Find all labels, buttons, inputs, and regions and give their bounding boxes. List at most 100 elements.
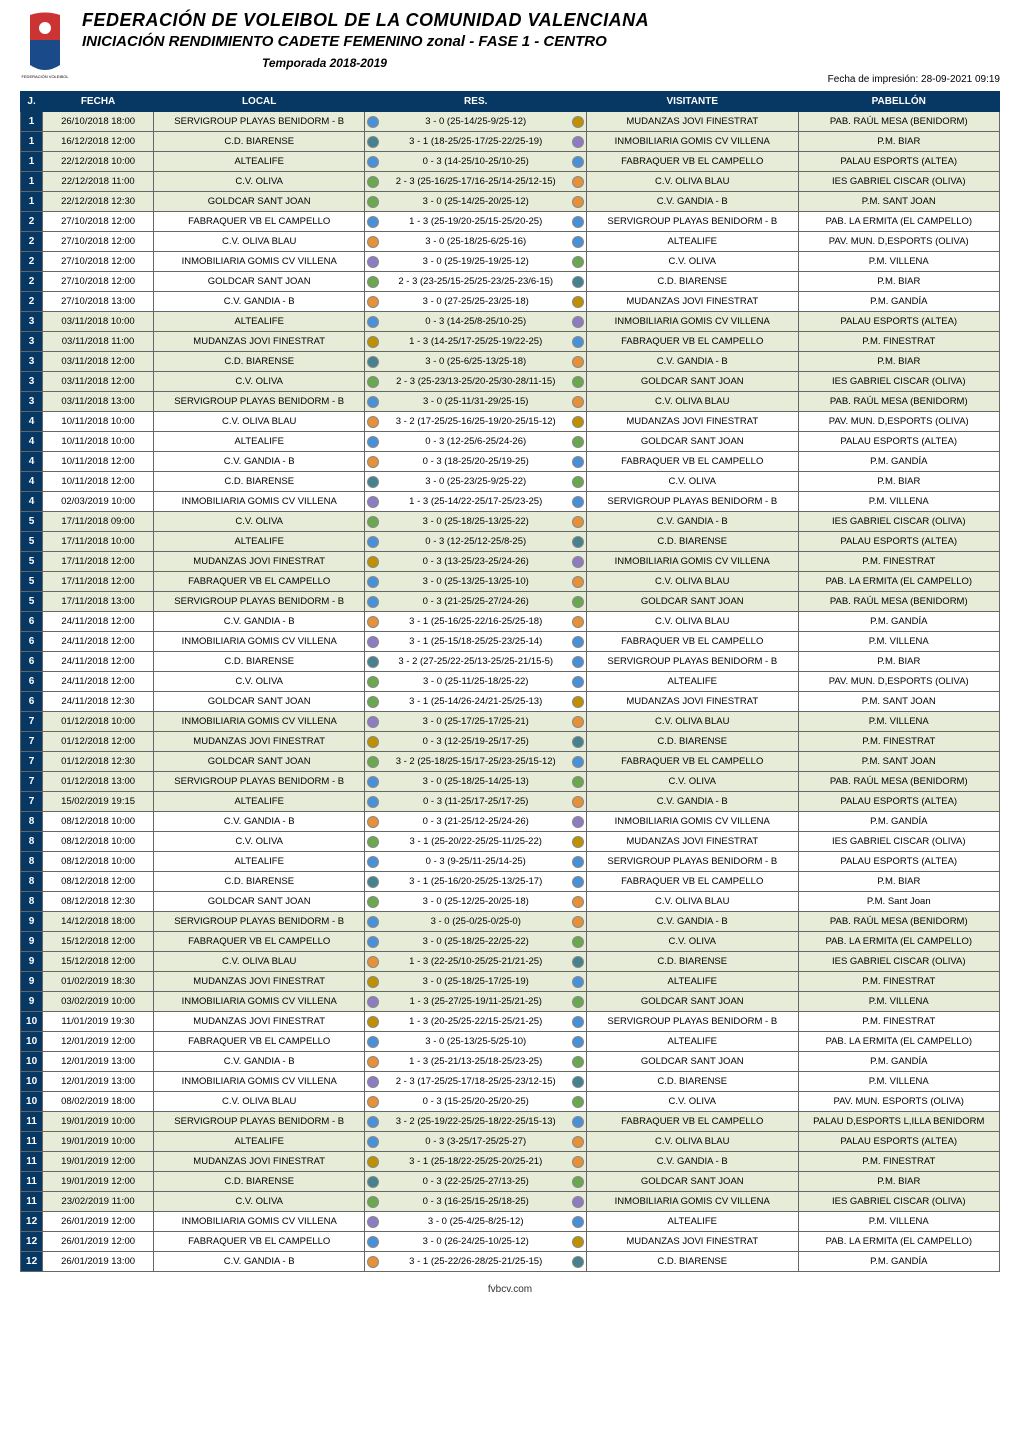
cell-fecha: 10/11/2018 12:00 — [43, 452, 154, 472]
cell-local: ALTEALIFE — [153, 432, 365, 452]
cell-fecha: 24/11/2018 12:30 — [43, 692, 154, 712]
cell-result: 3 - 0 (25-18/25-13/25-22) — [365, 512, 587, 532]
team-badge-icon — [572, 396, 584, 408]
cell-j: 8 — [21, 892, 43, 912]
team-badge-icon — [572, 916, 584, 928]
cell-fecha: 03/02/2019 10:00 — [43, 992, 154, 1012]
table-row: 903/02/2019 10:00INMOBILIARIA GOMIS CV V… — [21, 992, 1000, 1012]
cell-visitante: FABRAQUER VB EL CAMPELLO — [587, 332, 799, 352]
cell-pabellon: PAB. LA ERMITA (EL CAMPELLO) — [798, 212, 999, 232]
cell-result: 0 - 3 (12-25/6-25/24-26) — [365, 432, 587, 452]
team-badge-icon — [367, 556, 379, 568]
cell-local: C.V. OLIVA BLAU — [153, 412, 365, 432]
cell-result: 1 - 3 (25-27/25-19/11-25/21-25) — [365, 992, 587, 1012]
cell-visitante: C.D. BIARENSE — [587, 1072, 799, 1092]
table-row: 122/12/2018 12:30GOLDCAR SANT JOAN3 - 0 … — [21, 192, 1000, 212]
col-header-visitante: VISITANTE — [587, 92, 799, 112]
document-header: FEDERACIÓN VOLEIBOL FEDERACIÓN DE VOLEIB… — [20, 10, 1000, 80]
result-text: 3 - 0 (25-13/25-13/25-10) — [423, 576, 529, 587]
team-badge-icon — [367, 176, 379, 188]
cell-fecha: 27/10/2018 12:00 — [43, 212, 154, 232]
cell-local: C.D. BIARENSE — [153, 1172, 365, 1192]
cell-visitante: C.V. OLIVA — [587, 1092, 799, 1112]
result-text: 3 - 1 (18-25/25-17/25-22/25-19) — [409, 136, 542, 147]
cell-result: 3 - 0 (25-13/25-13/25-10) — [365, 572, 587, 592]
cell-local: GOLDCAR SANT JOAN — [153, 192, 365, 212]
cell-local: FABRAQUER VB EL CAMPELLO — [153, 932, 365, 952]
result-text: 3 - 0 (25-18/25-17/25-19) — [423, 976, 529, 987]
cell-fecha: 19/01/2019 12:00 — [43, 1172, 154, 1192]
result-text: 3 - 0 (25-14/25-9/25-12) — [425, 116, 526, 127]
cell-j: 4 — [21, 472, 43, 492]
table-row: 517/11/2018 10:00ALTEALIFE0 - 3 (12-25/1… — [21, 532, 1000, 552]
cell-result: 3 - 0 (25-13/25-5/25-10) — [365, 1032, 587, 1052]
cell-j: 9 — [21, 952, 43, 972]
cell-fecha: 03/11/2018 12:00 — [43, 372, 154, 392]
team-badge-icon — [367, 996, 379, 1008]
cell-fecha: 02/03/2019 10:00 — [43, 492, 154, 512]
cell-visitante: FABRAQUER VB EL CAMPELLO — [587, 1112, 799, 1132]
cell-j: 3 — [21, 392, 43, 412]
table-row: 1012/01/2019 13:00C.V. GANDIA - B1 - 3 (… — [21, 1052, 1000, 1072]
table-row: 410/11/2018 12:00C.V. GANDIA - B0 - 3 (1… — [21, 452, 1000, 472]
cell-pabellon: P.M. VILLENA — [798, 712, 999, 732]
cell-local: C.V. OLIVA BLAU — [153, 952, 365, 972]
team-badge-icon — [572, 1256, 584, 1268]
cell-result: 0 - 3 (15-25/20-25/20-25) — [365, 1092, 587, 1112]
table-row: 808/12/2018 10:00C.V. GANDIA - B0 - 3 (2… — [21, 812, 1000, 832]
result-text: 3 - 0 (25-11/31-29/25-15) — [423, 396, 528, 407]
result-text: 3 - 1 (25-16/20-25/25-13/25-17) — [409, 876, 542, 887]
cell-result: 0 - 3 (14-25/8-25/10-25) — [365, 312, 587, 332]
team-badge-icon — [572, 736, 584, 748]
team-badge-icon — [367, 376, 379, 388]
cell-pabellon: P.M. VILLENA — [798, 1212, 999, 1232]
cell-result: 3 - 0 (25-18/25-14/25-13) — [365, 772, 587, 792]
table-row: 517/11/2018 09:00C.V. OLIVA3 - 0 (25-18/… — [21, 512, 1000, 532]
table-row: 517/11/2018 12:00MUDANZAS JOVI FINESTRAT… — [21, 552, 1000, 572]
table-row: 126/10/2018 18:00SERVIGROUP PLAYAS BENID… — [21, 112, 1000, 132]
team-badge-icon — [572, 1096, 584, 1108]
team-badge-icon — [367, 816, 379, 828]
cell-j: 7 — [21, 792, 43, 812]
team-badge-icon — [367, 496, 379, 508]
result-text: 3 - 0 (25-0/25-0/25-0) — [431, 916, 521, 927]
title-season: Temporada 2018-2019 — [262, 56, 1000, 70]
cell-visitante: C.V. OLIVA BLAU — [587, 172, 799, 192]
cell-result: 3 - 1 (25-18/22-25/25-20/25-21) — [365, 1152, 587, 1172]
cell-pabellon: PAB. LA ERMITA (EL CAMPELLO) — [798, 572, 999, 592]
cell-fecha: 08/12/2018 12:00 — [43, 872, 154, 892]
title-block: FEDERACIÓN DE VOLEIBOL DE LA COMUNIDAD V… — [82, 10, 1000, 70]
cell-local: INMOBILIARIA GOMIS CV VILLENA — [153, 252, 365, 272]
team-badge-icon — [572, 1016, 584, 1028]
table-row: 517/11/2018 12:00FABRAQUER VB EL CAMPELL… — [21, 572, 1000, 592]
result-text: 2 - 3 (25-16/25-17/16-25/14-25/12-15) — [396, 176, 556, 187]
cell-local: C.V. GANDIA - B — [153, 292, 365, 312]
cell-pabellon: P.M. VILLENA — [798, 1072, 999, 1092]
cell-j: 12 — [21, 1252, 43, 1272]
team-badge-icon — [572, 1176, 584, 1188]
svg-text:FEDERACIÓN VOLEIBOL: FEDERACIÓN VOLEIBOL — [21, 74, 69, 79]
team-badge-icon — [367, 116, 379, 128]
table-row: 808/12/2018 12:00C.D. BIARENSE3 - 1 (25-… — [21, 872, 1000, 892]
cell-pabellon: P.M. GANDÍA — [798, 292, 999, 312]
cell-local: ALTEALIFE — [153, 532, 365, 552]
cell-result: 0 - 3 (22-25/25-27/13-25) — [365, 1172, 587, 1192]
cell-pabellon: P.M. BIAR — [798, 652, 999, 672]
cell-pabellon: P.M. FINESTRAT — [798, 552, 999, 572]
result-text: 0 - 3 (21-25/25-27/24-26) — [423, 596, 529, 607]
cell-local: C.D. BIARENSE — [153, 652, 365, 672]
table-row: 1119/01/2019 12:00C.D. BIARENSE0 - 3 (22… — [21, 1172, 1000, 1192]
cell-local: FABRAQUER VB EL CAMPELLO — [153, 572, 365, 592]
cell-local: MUDANZAS JOVI FINESTRAT — [153, 1012, 365, 1032]
cell-pabellon: P.M. VILLENA — [798, 492, 999, 512]
cell-local: C.D. BIARENSE — [153, 132, 365, 152]
cell-j: 8 — [21, 832, 43, 852]
cell-pabellon: PALAU ESPORTS (ALTEA) — [798, 852, 999, 872]
cell-result: 3 - 1 (25-14/26-24/21-25/25-13) — [365, 692, 587, 712]
cell-result: 3 - 2 (17-25/25-16/25-19/20-25/15-12) — [365, 412, 587, 432]
team-badge-icon — [572, 876, 584, 888]
team-badge-icon — [572, 1236, 584, 1248]
cell-j: 6 — [21, 632, 43, 652]
team-badge-icon — [367, 936, 379, 948]
result-text: 1 - 3 (22-25/10-25/25-21/21-25) — [409, 956, 542, 967]
